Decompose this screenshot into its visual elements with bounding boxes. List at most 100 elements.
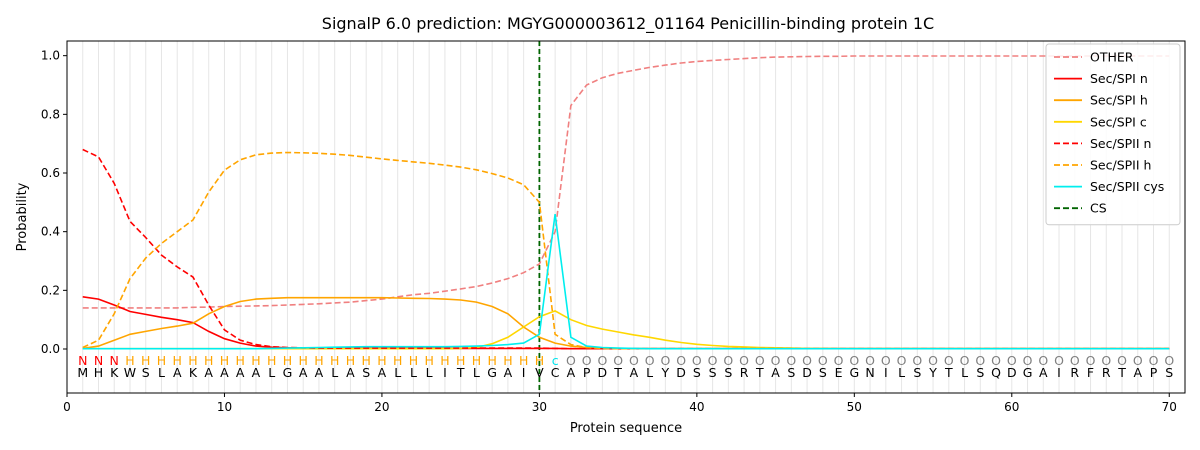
residue-letter: S <box>913 365 921 380</box>
residue-letter: R <box>1070 365 1079 380</box>
residue-letter: E <box>835 365 843 380</box>
residue-letter: L <box>331 365 338 380</box>
legend-label: CS <box>1090 201 1107 216</box>
region-label: O <box>723 353 733 368</box>
region-label: H <box>314 353 323 368</box>
residue-letter: L <box>473 365 480 380</box>
region-label: N <box>94 353 103 368</box>
series-line-5 <box>82 151 1170 350</box>
residue-letter: W <box>124 365 136 380</box>
grid-lines <box>82 41 1170 393</box>
region-label: H <box>361 353 370 368</box>
region-label: O <box>692 353 702 368</box>
region-label: O <box>897 353 907 368</box>
legend-label: Sec/SPI h <box>1090 93 1148 108</box>
series-line-0 <box>82 55 1170 309</box>
region-label: H <box>251 353 260 368</box>
x-tick-label: 0 <box>63 400 71 414</box>
residue-letter: S <box>724 365 732 380</box>
residue-letter: T <box>613 365 622 380</box>
residue-letter: A <box>204 365 213 380</box>
residue-letter: S <box>709 365 717 380</box>
residue-letter: S <box>1165 365 1173 380</box>
region-label: H <box>346 353 355 368</box>
residue-letter: R <box>740 365 749 380</box>
residue-letter: Q <box>991 365 1001 380</box>
residue-letter: I <box>1057 365 1061 380</box>
legend-label: Sec/SPI n <box>1090 71 1148 86</box>
region-label: H <box>283 353 292 368</box>
region-label: O <box>613 353 623 368</box>
residue-letter: A <box>299 365 308 380</box>
region-label: O <box>739 353 749 368</box>
residue-letter: L <box>410 365 417 380</box>
residue-letter: G <box>283 365 293 380</box>
residue-letter: L <box>158 365 165 380</box>
residue-letter: A <box>315 365 324 380</box>
y-axis-ticks: 0.0 0.2 0.4 0.6 0.8 1.0 <box>41 49 67 356</box>
region-label: H <box>440 353 449 368</box>
region-label: H <box>141 353 150 368</box>
legend-label: Sec/SPII cys <box>1090 179 1164 194</box>
residue-letter: A <box>504 365 513 380</box>
residue-letter: P <box>583 365 591 380</box>
residue-letter: T <box>1117 365 1126 380</box>
residue-letter: A <box>220 365 229 380</box>
residue-letter: G <box>1023 365 1033 380</box>
series-line-3 <box>82 310 1170 350</box>
region-label: H <box>487 353 496 368</box>
region-label: O <box>865 353 875 368</box>
legend-label: Sec/SPI c <box>1090 114 1147 129</box>
region-label: O <box>1054 353 1064 368</box>
residue-letter: R <box>1102 365 1111 380</box>
residue-letter: S <box>693 365 701 380</box>
residue-letter: S <box>787 365 795 380</box>
residue-letter: L <box>268 365 275 380</box>
residue-letter: A <box>1039 365 1048 380</box>
region-label: O <box>1133 353 1143 368</box>
region-label: O <box>960 353 970 368</box>
y-tick-label: 0.4 <box>41 225 60 239</box>
residue-letter: D <box>676 365 686 380</box>
residue-letter: T <box>944 365 953 380</box>
residue-letter: A <box>236 365 245 380</box>
region-label: O <box>1086 353 1096 368</box>
region-label: O <box>660 353 670 368</box>
series-lines <box>82 55 1170 350</box>
x-tick-label: 40 <box>689 400 704 414</box>
legend-label: Sec/SPII h <box>1090 158 1151 173</box>
region-label: H <box>236 353 245 368</box>
residue-letter: D <box>802 365 812 380</box>
region-label: H <box>204 353 213 368</box>
residue-letter: Y <box>661 365 670 380</box>
legend: OTHER Sec/SPI n Sec/SPI h Sec/SPI c Sec/SPII… <box>1045 43 1181 226</box>
residue-letter: N <box>865 365 874 380</box>
residue-letter: H <box>94 365 103 380</box>
region-label: H <box>519 353 528 368</box>
region-label: O <box>597 353 607 368</box>
residue-letter: Y <box>928 365 937 380</box>
residue-letter: S <box>819 365 827 380</box>
region-label: O <box>975 353 985 368</box>
residue-letter: L <box>646 365 653 380</box>
y-tick-label: 0.0 <box>41 342 60 356</box>
residue-letter: S <box>142 365 150 380</box>
region-label: H <box>220 353 229 368</box>
y-tick-label: 0.2 <box>41 283 60 297</box>
residue-letter: D <box>598 365 608 380</box>
region-label: H <box>173 353 182 368</box>
region-label: O <box>629 353 639 368</box>
residue-letter: S <box>362 365 370 380</box>
residue-letter: G <box>487 365 497 380</box>
residue-letter: A <box>630 365 639 380</box>
residue-letter: F <box>1087 365 1094 380</box>
region-label: H <box>125 353 134 368</box>
region-label: O <box>755 353 765 368</box>
x-tick-label: 60 <box>1004 400 1019 414</box>
region-label: O <box>928 353 938 368</box>
y-tick-label: 0.8 <box>41 107 60 121</box>
residue-letter: P <box>1150 365 1158 380</box>
residue-letter: V <box>535 365 544 380</box>
legend-label: Sec/SPII n <box>1090 136 1151 151</box>
